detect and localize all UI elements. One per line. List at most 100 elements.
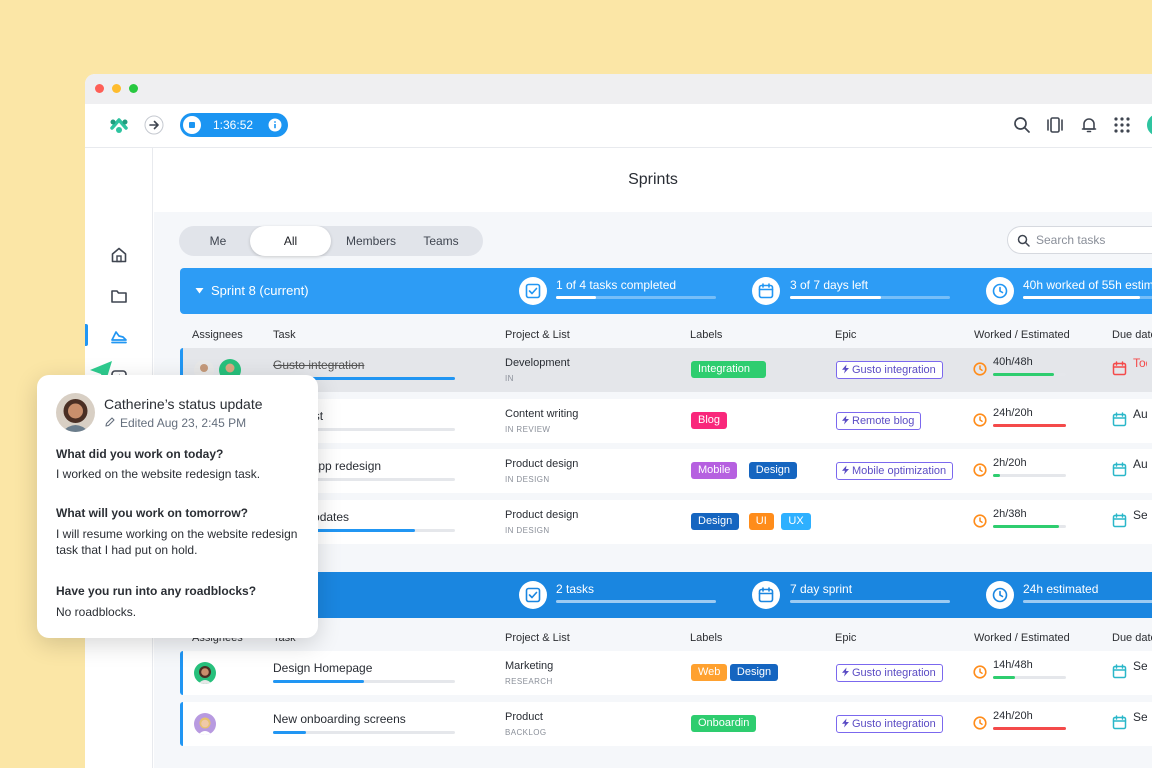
calendar-icon xyxy=(1112,513,1127,528)
col-due[interactable]: Due date xyxy=(1112,632,1152,644)
table-row[interactable]: Mobile app redesign Product design IN DESI… xyxy=(180,449,1152,493)
label-tag[interactable]: Web xyxy=(691,664,728,681)
label-tag[interactable]: UI xyxy=(748,513,774,530)
bell-icon[interactable] xyxy=(1080,116,1098,134)
tab-all[interactable]: All xyxy=(250,226,331,256)
label-tag[interactable]: Integration xyxy=(691,361,766,378)
due-date[interactable]: Aug 14 xyxy=(1133,408,1147,421)
sprint-shoe-icon[interactable] xyxy=(110,328,128,346)
worked-progress-track xyxy=(993,373,1066,376)
filter-tabs: Me All Members Teams xyxy=(179,226,483,256)
label-tag[interactable]: Design xyxy=(691,513,740,530)
active-nav-indicator xyxy=(85,324,88,346)
answer-2: I will resume working on the website red… xyxy=(56,527,298,557)
sprint-8-bar[interactable]: Sprint 8 (current) 1 of 4 tasks complete… xyxy=(180,268,1152,314)
status-update-card[interactable]: Catherine’s status update Edited Aug 23,… xyxy=(37,375,318,638)
due-date[interactable]: Sep xyxy=(1133,660,1147,673)
task-progress-track xyxy=(273,731,455,734)
col-labels[interactable]: Labels xyxy=(690,632,723,644)
col-task[interactable]: Task xyxy=(273,329,296,341)
project-name[interactable]: Marketing xyxy=(505,660,554,672)
maximize-window-button[interactable] xyxy=(129,84,138,93)
lightning-icon xyxy=(842,364,849,374)
project-name[interactable]: Product xyxy=(505,711,543,723)
worked-progress-fill xyxy=(993,373,1054,376)
info-icon[interactable] xyxy=(268,118,282,132)
search-icon[interactable] xyxy=(1013,116,1031,134)
tasks-count-text: 2 tasks xyxy=(556,582,595,596)
project-name[interactable]: Product design xyxy=(505,509,579,521)
task-name[interactable]: Gusto integration xyxy=(273,358,365,372)
task-name[interactable]: Design Homepage xyxy=(273,661,373,675)
project-name[interactable]: Content writing xyxy=(505,408,579,420)
worked-estimated: 24h/20h xyxy=(993,710,1033,722)
hours-progress-fill xyxy=(1023,600,1152,603)
apps-grid-icon[interactable] xyxy=(1114,117,1130,133)
tab-me[interactable]: Me xyxy=(209,234,227,248)
timer-pill[interactable]: 1:36:52 xyxy=(180,113,288,137)
stop-timer-icon[interactable] xyxy=(183,116,201,134)
folder-icon[interactable] xyxy=(110,287,128,305)
minimize-window-button[interactable] xyxy=(112,84,121,93)
col-epic[interactable]: Epic xyxy=(835,632,857,644)
caret-down-icon[interactable] xyxy=(195,287,204,295)
label-tag[interactable]: Design xyxy=(729,664,779,681)
clock-icon xyxy=(973,362,987,376)
col-worked[interactable]: Worked / Estimated xyxy=(974,329,1070,341)
table-row[interactable]: Gusto integration Development IN Integratio… xyxy=(180,348,1152,392)
worked-progress-fill xyxy=(993,525,1059,528)
label-tag[interactable]: Mobile xyxy=(691,462,738,479)
app-logo-icon[interactable] xyxy=(108,115,130,135)
lightning-icon xyxy=(842,415,849,425)
col-epic[interactable]: Epic xyxy=(835,329,857,341)
clock-icon xyxy=(973,413,987,427)
calendar-icon xyxy=(752,277,780,305)
task-progress-fill xyxy=(273,680,364,683)
due-date[interactable]: Aug 29 xyxy=(1133,458,1147,471)
search-input[interactable] xyxy=(1036,233,1152,247)
epic-tag[interactable]: Remote blog xyxy=(836,412,922,430)
col-due[interactable]: Due date xyxy=(1112,329,1152,341)
table-row[interactable]: New onboarding screens Product BACKLOG Onbo… xyxy=(180,702,1152,746)
tab-members[interactable]: Members xyxy=(345,234,396,248)
label-tag[interactable]: Blog xyxy=(691,412,728,429)
hours-estimated-text: 24h estimated xyxy=(1023,582,1099,596)
sprint-9-bar[interactable]: 2 tasks 7 day sprint 24h estimated xyxy=(180,572,1152,618)
app-window: 1:36:52 xyxy=(85,74,1152,768)
col-assignees[interactable]: Assignees xyxy=(192,329,243,341)
task-name[interactable]: New onboarding screens xyxy=(273,712,406,726)
task-progress-fill xyxy=(273,377,455,380)
timer-value: 1:36:52 xyxy=(213,118,254,132)
screens-icon[interactable] xyxy=(1046,116,1064,134)
epic-tag[interactable]: Gusto integration xyxy=(836,361,943,379)
task-progress-fill xyxy=(273,529,415,532)
close-window-button[interactable] xyxy=(95,84,104,93)
home-icon[interactable] xyxy=(110,246,128,264)
question-2: What will you work on tomorrow? xyxy=(56,506,248,520)
label-tag[interactable]: UX xyxy=(781,513,811,530)
col-project[interactable]: Project & List xyxy=(505,632,570,644)
worked-progress-fill xyxy=(993,676,1015,679)
user-avatar[interactable] xyxy=(1147,114,1152,136)
epic-tag[interactable]: Gusto integration xyxy=(836,664,943,682)
tab-teams[interactable]: Teams xyxy=(423,234,459,248)
epic-tag[interactable]: Mobile optimization xyxy=(836,462,954,480)
label-tag[interactable]: Onboardin xyxy=(691,715,757,732)
project-name[interactable]: Product design xyxy=(505,458,579,470)
col-project[interactable]: Project & List xyxy=(505,329,570,341)
due-date[interactable]: Sep xyxy=(1133,509,1147,522)
project-name[interactable]: Development xyxy=(505,357,570,369)
due-date[interactable]: Sep xyxy=(1133,711,1147,724)
due-date[interactable]: Today xyxy=(1133,357,1147,370)
avatar xyxy=(56,393,95,432)
col-worked[interactable]: Worked / Estimated xyxy=(974,632,1070,644)
table-row[interactable]: Design Homepage Marketing RESEARCH Web Desig… xyxy=(180,651,1152,695)
label-tag[interactable]: Design xyxy=(748,462,798,479)
expand-sidebar-icon[interactable] xyxy=(144,115,164,135)
worked-estimated: 24h/20h xyxy=(993,407,1033,419)
task-progress-track xyxy=(273,377,455,380)
epic-tag[interactable]: Gusto integration xyxy=(836,715,943,733)
col-labels[interactable]: Labels xyxy=(690,329,723,341)
